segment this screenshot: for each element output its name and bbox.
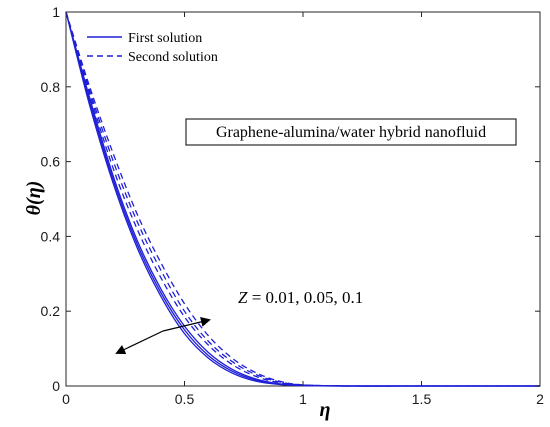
y-tick-label-1: 0.2 — [41, 303, 61, 319]
x-tick-label-2: 1 — [299, 391, 307, 407]
parameter-label: Z = 0.01, 0.05, 0.1 — [238, 288, 363, 307]
y-tick-label-4: 0.8 — [41, 79, 61, 95]
y-tick-label-5: 1 — [52, 4, 60, 20]
first-solution-line-0 — [65, 11, 540, 387]
parameter-values: = 0.01, 0.05, 0.1 — [247, 288, 363, 307]
second-solution-line-3 — [65, 11, 540, 387]
first-solution-line-2 — [65, 11, 540, 387]
x-axis-label: η — [320, 399, 331, 421]
direction-arrow-2 — [162, 316, 211, 332]
annotation-box: Graphene-alumina/water hybrid nanofluid — [185, 118, 517, 146]
plot-frame — [65, 11, 541, 387]
annotation-frame — [185, 118, 517, 146]
y-axis-label: θ(η) — [23, 181, 45, 216]
annotation-text: Graphene-alumina/water hybrid nanofluid — [216, 124, 486, 141]
legend-label-second: Second solution — [128, 50, 218, 65]
second-solution-line-5 — [65, 11, 540, 387]
legend: First solution Second solution — [87, 31, 218, 65]
second-solution-line-4 — [65, 11, 540, 387]
x-tick-label-3: 1.5 — [412, 391, 432, 407]
y-tick-label-3: 0.6 — [41, 154, 61, 170]
legend-label-first: First solution — [128, 31, 202, 46]
first-solution-line-1 — [65, 11, 540, 387]
x-tick-label-4: 2 — [536, 391, 544, 407]
y-tick-label-0: 0 — [52, 378, 60, 394]
x-tick-label-1: 0.5 — [175, 391, 195, 407]
direction-arrow — [115, 330, 164, 355]
x-tick-label-0: 0 — [62, 391, 70, 407]
y-tick-label-2: 0.4 — [41, 228, 61, 244]
parameter-variable: Z — [238, 288, 248, 307]
